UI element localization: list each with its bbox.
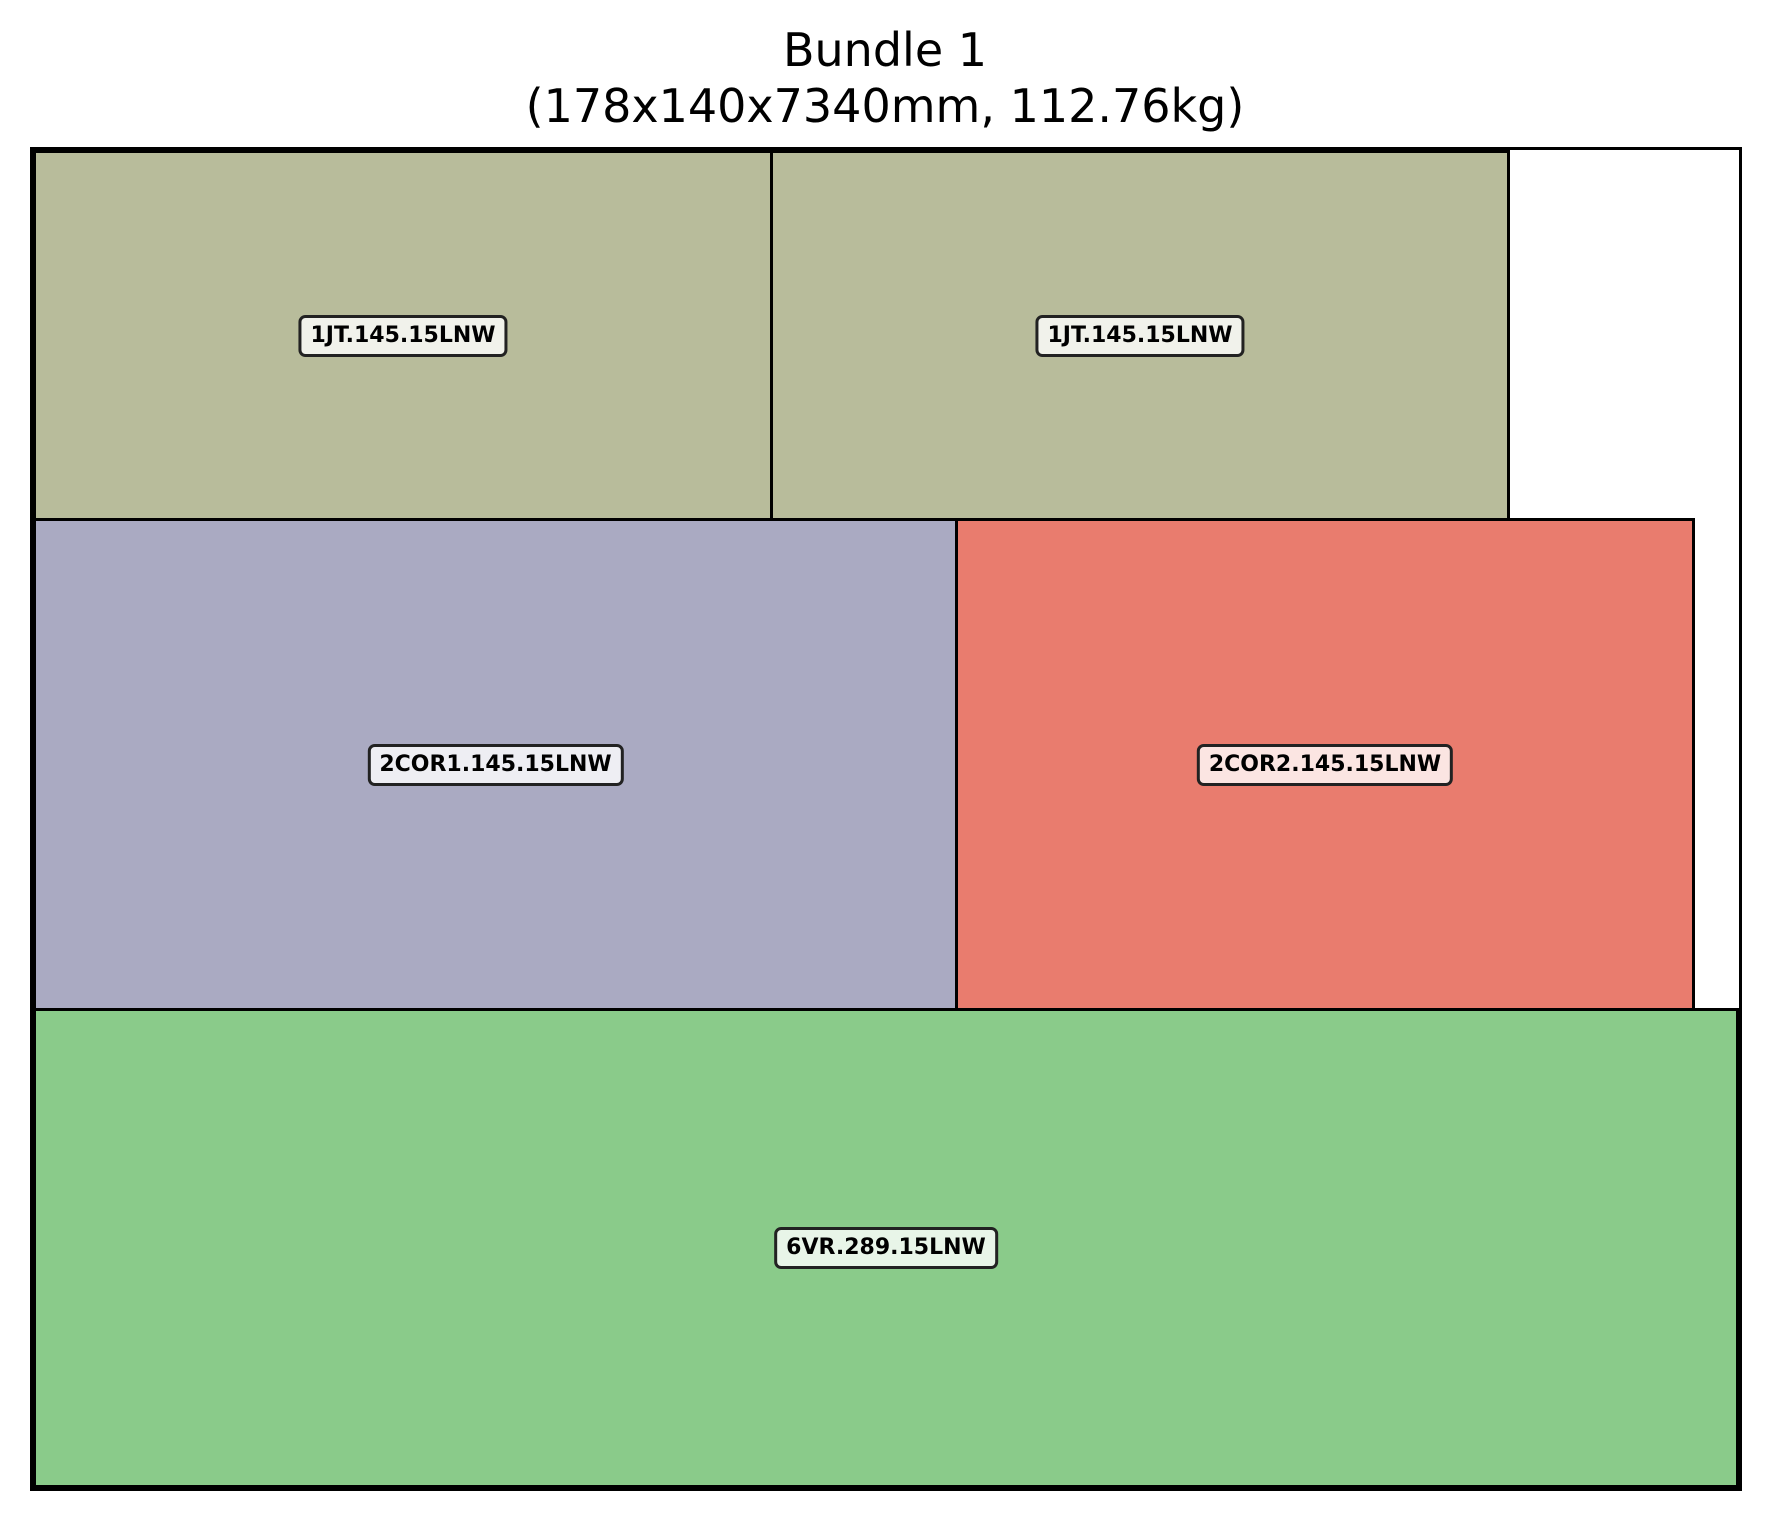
diagram-title: Bundle 1 (178x140x7340mm, 112.76kg) <box>0 22 1770 134</box>
diagram-title-line-2: (178x140x7340mm, 112.76kg) <box>525 79 1245 133</box>
diagram-title-line-1: Bundle 1 <box>782 23 988 77</box>
bundle-outline: 1JT.145.15LNW 1JT.145.15LNW 2COR1.145.15… <box>30 147 1742 1491</box>
piece-2cor2: 2COR2.145.15LNW <box>955 518 1695 1011</box>
piece-label: 1JT.145.15LNW <box>298 314 508 357</box>
piece-label: 2COR2.145.15LNW <box>1196 743 1454 786</box>
piece-6vr: 6VR.289.15LNW <box>33 1008 1739 1488</box>
piece-1jt-left: 1JT.145.15LNW <box>33 150 773 521</box>
piece-label: 6VR.289.15LNW <box>774 1227 998 1269</box>
piece-label: 2COR1.145.15LNW <box>367 743 624 786</box>
piece-1jt-right: 1JT.145.15LNW <box>770 150 1510 521</box>
piece-2cor1: 2COR1.145.15LNW <box>33 518 958 1011</box>
piece-label: 1JT.145.15LNW <box>1035 314 1245 357</box>
